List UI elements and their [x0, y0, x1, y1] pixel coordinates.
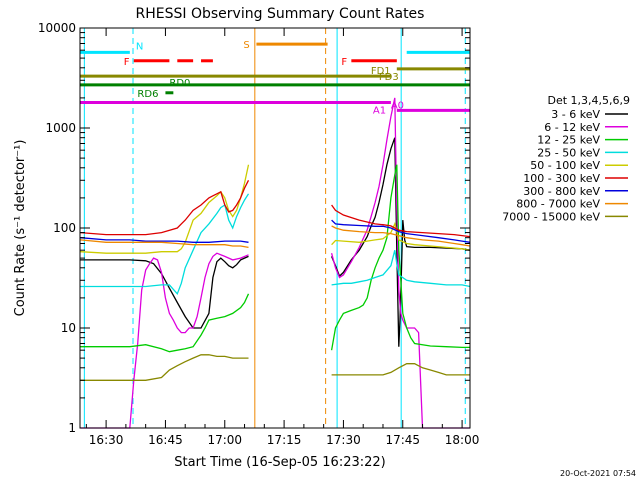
- series-line: [80, 255, 249, 329]
- x-tick-label: 17:45: [385, 433, 420, 447]
- series-line: [80, 354, 249, 381]
- chart-title: RHESSI Observing Summary Count Rates: [136, 6, 425, 22]
- legend-entry: 100 - 300 keV: [523, 172, 600, 185]
- series-line: [330, 164, 470, 351]
- legend-entry: 12 - 25 keV: [537, 134, 600, 147]
- status-bar-label: S: [243, 40, 249, 51]
- x-tick-label: 17:30: [326, 433, 361, 447]
- x-tick-label: 17:00: [207, 433, 242, 447]
- series-line: [80, 237, 249, 243]
- status-bar-label: FD3: [379, 72, 399, 83]
- legend-title: Det 1,3,4,5,6,9: [547, 94, 630, 107]
- series-line: [80, 293, 250, 353]
- series-line: [80, 193, 250, 296]
- series-line: [80, 164, 250, 254]
- legend-entry: 800 - 7000 keV: [516, 198, 600, 211]
- series-line: [331, 250, 471, 288]
- legend-entry: 3 - 6 keV: [551, 108, 600, 121]
- legend-entry: 6 - 12 keV: [544, 121, 600, 134]
- status-bar-label: RD6: [137, 89, 158, 100]
- footer-date: 20-Oct-2021 07:54: [560, 469, 636, 478]
- legend-entry: 7000 - 15000 keV: [502, 210, 600, 223]
- x-tick-label: 18:00: [445, 433, 480, 447]
- series-line: [331, 219, 471, 243]
- series-line: [331, 225, 471, 247]
- y-tick-label: 1: [68, 421, 76, 435]
- series-line: [331, 363, 470, 376]
- y-axis-label: Count Rate (s⁻¹ detector⁻¹): [13, 140, 28, 317]
- series-line: [80, 180, 250, 236]
- status-bar-label: F: [341, 57, 347, 68]
- status-bar-label: N: [136, 41, 143, 52]
- y-tick-label: 10: [61, 321, 76, 335]
- status-bar-label: F: [124, 57, 130, 68]
- status-bar-label: RD0: [169, 78, 190, 89]
- legend-entry: 25 - 50 keV: [537, 146, 600, 159]
- x-tick-label: 17:15: [267, 433, 302, 447]
- x-tick-label: 16:45: [148, 433, 183, 447]
- y-tick-label: 1000: [45, 121, 76, 135]
- legend-entry: 50 - 100 keV: [530, 159, 600, 172]
- series-line: [80, 239, 249, 249]
- status-bar-label: A1: [373, 105, 386, 116]
- y-tick-label: 10000: [38, 21, 76, 35]
- y-tick-label: 100: [53, 221, 76, 235]
- x-axis-label: Start Time (16-Sep-05 16:23:22): [174, 455, 385, 470]
- legend-entry: 300 - 800 keV: [523, 185, 600, 198]
- status-bar-label: A0: [391, 100, 404, 111]
- x-tick-label: 16:30: [89, 433, 124, 447]
- status-bar-label: FD1: [371, 66, 391, 77]
- series-line: [330, 97, 470, 429]
- series-line: [80, 252, 249, 429]
- series-line: [331, 204, 471, 238]
